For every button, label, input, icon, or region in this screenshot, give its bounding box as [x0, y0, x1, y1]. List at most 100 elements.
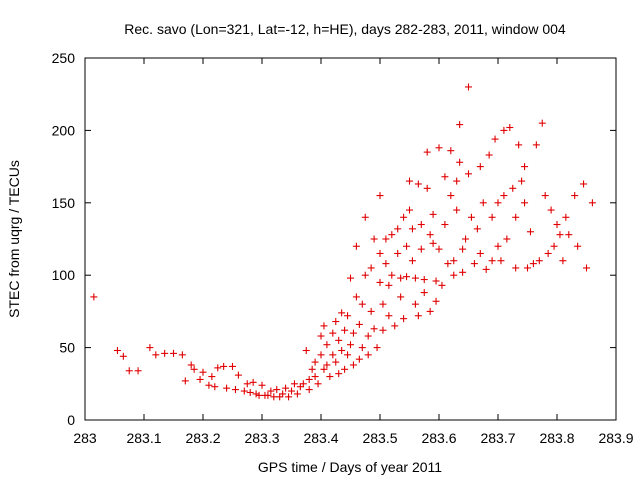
- data-point: [229, 362, 236, 370]
- data-point: [394, 225, 402, 233]
- data-point: [358, 300, 366, 308]
- data-point: [538, 119, 546, 127]
- data-point: [417, 221, 425, 229]
- data-point: [509, 184, 517, 192]
- data-point: [420, 289, 428, 297]
- data-point: [488, 213, 496, 221]
- data-point: [246, 388, 254, 396]
- data-point: [211, 383, 219, 391]
- y-tick-label: 200: [52, 122, 76, 138]
- data-point: [423, 148, 431, 156]
- data-point: [494, 199, 502, 207]
- data-point: [187, 361, 195, 369]
- data-point: [406, 177, 413, 185]
- data-point: [361, 271, 369, 279]
- data-point: [299, 380, 307, 388]
- data-point: [459, 268, 467, 276]
- data-point: [535, 257, 543, 265]
- data-point: [181, 377, 189, 385]
- data-point: [364, 351, 372, 359]
- data-point: [420, 276, 428, 284]
- x-tick-label: 283.3: [244, 430, 279, 446]
- x-tick-label: 283.6: [421, 430, 456, 446]
- data-point: [400, 213, 408, 221]
- data-point: [335, 370, 343, 378]
- data-point: [394, 249, 402, 257]
- y-axis-label: STEC from uqrg / TECUs: [6, 160, 22, 318]
- data-point: [447, 192, 455, 200]
- data-point: [170, 349, 177, 357]
- x-tick-label: 283.2: [185, 430, 220, 446]
- data-point: [347, 274, 354, 282]
- data-point: [408, 257, 416, 265]
- data-point: [355, 320, 363, 328]
- data-point: [588, 199, 596, 207]
- data-point: [332, 358, 340, 366]
- data-point: [379, 326, 387, 334]
- data-point: [467, 213, 475, 221]
- data-point: [500, 126, 508, 134]
- data-point: [252, 390, 260, 398]
- data-point: [338, 346, 346, 354]
- data-point: [344, 351, 352, 359]
- data-point: [406, 206, 413, 214]
- data-point: [529, 260, 537, 268]
- data-point: [352, 242, 360, 250]
- data-point: [459, 245, 467, 253]
- data-point: [429, 210, 437, 218]
- data-point: [376, 278, 384, 286]
- data-point: [335, 336, 343, 344]
- x-axis-label: GPS time / Days of year 2011: [258, 459, 442, 475]
- x-axis: 283 283.1 283.2 283.3 283.4 283.5 283.6 283.7 28…: [73, 58, 634, 446]
- data-point: [441, 173, 449, 181]
- data-point: [580, 180, 588, 188]
- data-point: [329, 351, 337, 359]
- data-point: [438, 281, 446, 289]
- y-tick-label: 0: [67, 412, 75, 428]
- data-point: [556, 231, 564, 239]
- y-tick-label: 100: [52, 267, 76, 283]
- data-point: [320, 322, 328, 330]
- y-tick-label: 250: [52, 50, 76, 66]
- data-point: [465, 83, 472, 91]
- data-point: [408, 225, 416, 233]
- data-point: [152, 351, 160, 359]
- data-point: [444, 260, 452, 268]
- data-point: [411, 274, 419, 282]
- data-point: [476, 163, 484, 171]
- data-point: [382, 235, 390, 243]
- data-point: [541, 192, 549, 200]
- data-point: [403, 242, 411, 250]
- data-point: [317, 332, 325, 340]
- data-point: [465, 170, 472, 178]
- data-point: [367, 264, 375, 272]
- data-point: [341, 326, 349, 334]
- x-tick-label: 283: [73, 430, 97, 446]
- data-point: [550, 242, 558, 250]
- data-point: [524, 264, 531, 272]
- data-point: [282, 384, 290, 392]
- data-point: [497, 257, 505, 265]
- data-point: [323, 341, 331, 349]
- x-tick-label: 283.4: [303, 430, 338, 446]
- data-point: [305, 375, 313, 383]
- data-point: [388, 271, 396, 279]
- data-point: [441, 221, 449, 229]
- y-tick-label: 50: [59, 340, 75, 356]
- plot-frame: [84, 57, 617, 421]
- data-point: [279, 390, 287, 398]
- data-point: [476, 249, 484, 257]
- data-point: [526, 228, 534, 236]
- data-point: [364, 332, 372, 340]
- data-point: [411, 300, 419, 308]
- data-point: [553, 221, 561, 229]
- data-point: [314, 380, 322, 388]
- data-point: [456, 121, 464, 129]
- data-point: [347, 341, 354, 349]
- data-point: [373, 344, 381, 352]
- data-point: [512, 264, 520, 272]
- data-point: [220, 362, 228, 370]
- data-point: [376, 192, 384, 200]
- data-point: [273, 386, 281, 394]
